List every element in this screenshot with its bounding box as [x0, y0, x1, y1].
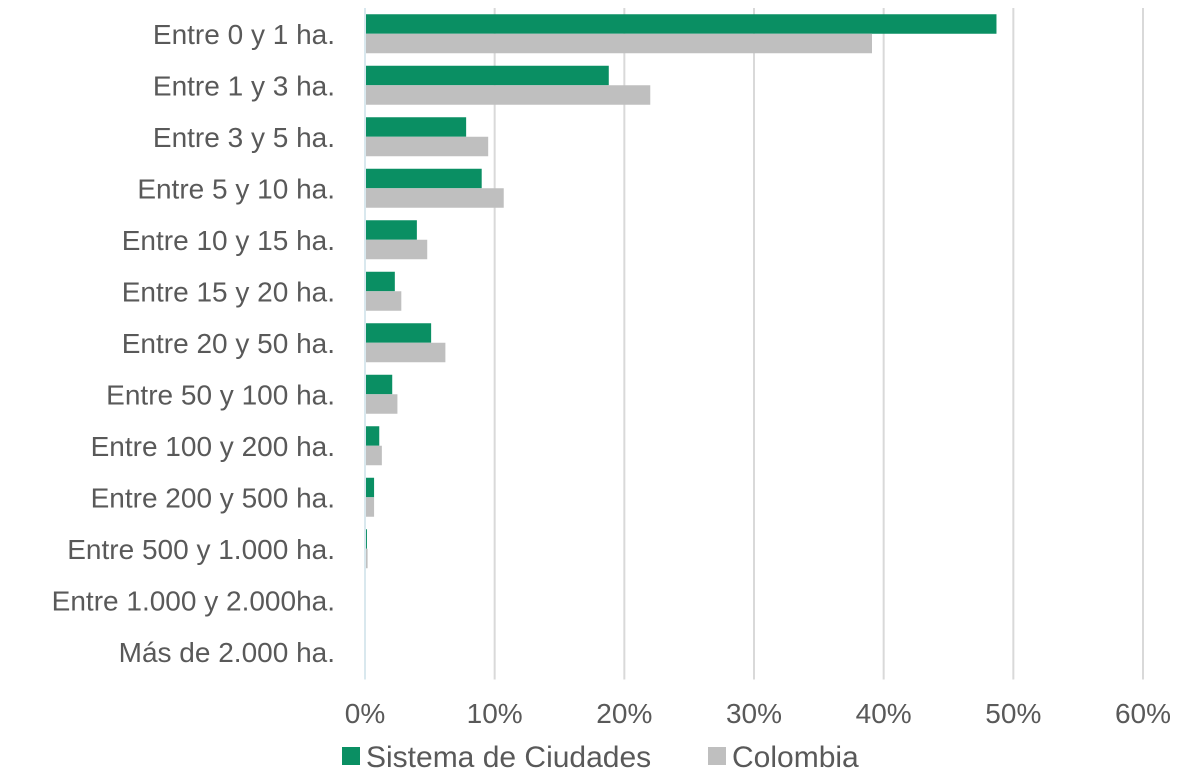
category-label: Entre 3 y 5 ha. [153, 122, 335, 153]
bar [365, 477, 375, 498]
bar [365, 136, 489, 157]
bar [365, 168, 482, 189]
bar [365, 374, 393, 395]
legend-swatch [708, 747, 726, 765]
bar [365, 33, 872, 54]
category-label: Entre 50 y 100 ha. [106, 379, 335, 410]
category-label: Entre 20 y 50 ha. [122, 328, 335, 359]
bar [365, 394, 398, 414]
x-tick-label: 0% [345, 698, 385, 729]
bar [365, 85, 651, 105]
bar [365, 548, 368, 569]
category-label: Entre 5 y 10 ha. [137, 173, 335, 204]
bar [365, 445, 382, 466]
bar [365, 271, 395, 292]
category-label: Entre 500 y 1.000 ha. [67, 534, 335, 565]
bar [365, 14, 997, 34]
category-label: Entre 100 y 200 ha. [91, 431, 335, 462]
bar [365, 220, 417, 240]
bar [365, 497, 375, 517]
category-label: Entre 1.000 y 2.000ha. [52, 585, 335, 616]
bar [365, 65, 609, 86]
category-label: Entre 10 y 15 ha. [122, 225, 335, 256]
category-label: Entre 1 y 3 ha. [153, 70, 335, 101]
bar [365, 323, 432, 343]
bar [365, 426, 380, 446]
category-label: Entre 0 y 1 ha. [153, 19, 335, 50]
x-tick-label: 40% [856, 698, 912, 729]
x-tick-label: 30% [726, 698, 782, 729]
bar [365, 117, 467, 137]
x-tick-label: 60% [1115, 698, 1171, 729]
category-label: Entre 15 y 20 ha. [122, 276, 335, 307]
category-label: Más de 2.000 ha. [119, 637, 335, 668]
legend-label: Colombia [732, 741, 859, 774]
x-tick-label: 20% [596, 698, 652, 729]
category-label: Entre 200 y 500 ha. [91, 482, 335, 513]
x-tick-label: 50% [985, 698, 1041, 729]
legend-label: Sistema de Ciudades [366, 741, 651, 774]
legend-swatch [342, 747, 360, 765]
bar [365, 342, 446, 363]
x-tick-label: 10% [467, 698, 523, 729]
bar [365, 291, 402, 311]
bar [365, 239, 428, 260]
bar [365, 188, 504, 208]
